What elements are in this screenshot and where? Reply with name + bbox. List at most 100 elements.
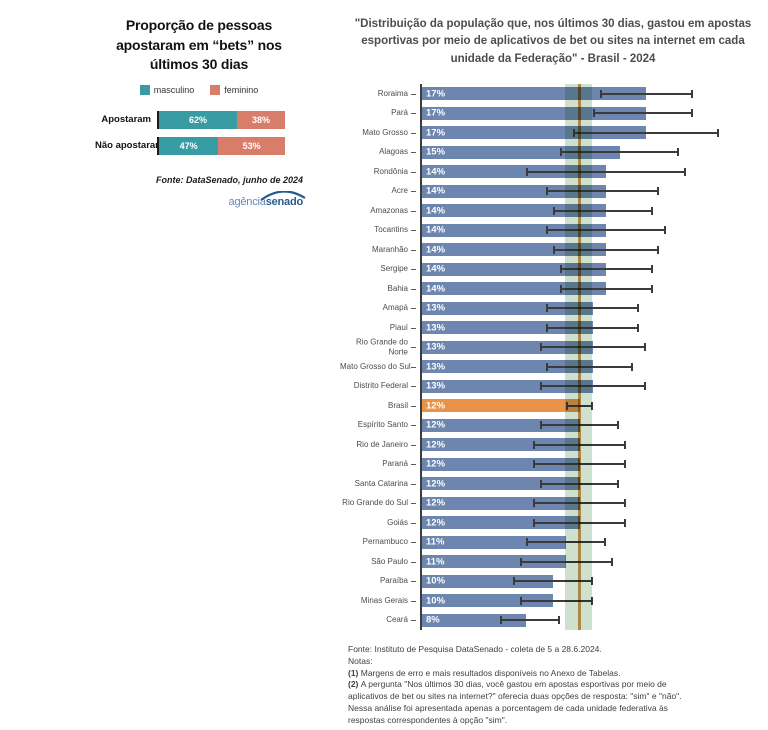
uf-label: Rio de Janeiro (356, 439, 408, 449)
error-bar (546, 304, 640, 312)
error-bar (559, 284, 653, 293)
uf-value-label: 13% (426, 302, 446, 314)
footer-source: Fonte: Instituto de Pesquisa DataSenado … (348, 643, 602, 654)
uf-row: Santa Catarina 12% (340, 474, 766, 494)
masculino-segment: 47% (159, 136, 219, 155)
uf-value-label: 14% (426, 244, 446, 255)
axis-tick (411, 93, 416, 95)
uf-label: Sergipe (380, 264, 408, 274)
note-text: Margens de erro e mais resultados dispon… (360, 667, 621, 678)
uf-row: Espírito Santo 12% (340, 415, 766, 435)
left-source: Fonte: DataSenado, junho de 2024 (155, 174, 303, 185)
stacked-bar: 47% 53% (157, 136, 285, 155)
masculino-swatch-icon (139, 84, 150, 95)
uf-label: Alagoas (379, 147, 408, 157)
brasil-bar (420, 399, 580, 412)
uf-label: São Paulo (371, 556, 408, 566)
footer-note-1: (1) Margens de erro e mais resultados di… (348, 668, 693, 680)
error-bar (599, 89, 693, 98)
axis-tick (411, 522, 416, 524)
uf-label: Minas Gerais (360, 595, 408, 605)
masculino-segment: 62% (159, 110, 238, 129)
uf-row: Acre 14% (340, 181, 766, 201)
error-bar (546, 323, 640, 332)
uf-label: Mato Grosso do Sul (340, 361, 411, 371)
uf-row: Mato Grosso do Sul 13% (340, 357, 766, 377)
axis-tick (411, 230, 416, 231)
axis-tick (411, 542, 416, 543)
error-bar (519, 596, 593, 605)
axis-tick (411, 308, 416, 309)
stacked-bar-row: Não apostaram 47% 53% (95, 133, 303, 159)
axis-tick (411, 269, 416, 270)
axis-tick (411, 288, 416, 290)
uf-value-label: 15% (426, 146, 446, 158)
error-bar (513, 577, 593, 585)
uf-value-label: 11% (426, 556, 445, 567)
axis-tick (411, 483, 416, 485)
uf-value-label: 12% (426, 419, 446, 431)
uf-label: Amazonas (370, 205, 408, 215)
uf-value-label: 12% (426, 439, 446, 450)
uf-value-label: 11% (426, 536, 445, 548)
uf-value-label: 14% (426, 224, 446, 236)
error-bar (572, 128, 720, 137)
uf-bar (420, 613, 527, 627)
axis-tick (411, 347, 416, 348)
uf-row: Pernambuco 11% (340, 532, 766, 552)
uf-row: Paraná 12% (340, 454, 766, 474)
error-bar (546, 226, 667, 234)
error-bar (499, 616, 560, 624)
uf-row: Ceará 8% (340, 610, 766, 630)
uf-row: Bahia 14% (340, 279, 766, 299)
axis-tick (411, 171, 416, 173)
legend-item-masculino: masculino (139, 84, 195, 95)
stacked-bar: 62% 38% (157, 110, 285, 129)
uf-label: Paraíba (379, 576, 408, 586)
uf-row: Rio Grande do Norte 13% (340, 337, 766, 357)
brasil-reference-line (578, 83, 582, 630)
error-bar (553, 245, 660, 254)
category-label: Apostaram (101, 114, 151, 126)
feminino-segment: 53% (218, 136, 285, 155)
error-bar (592, 109, 693, 117)
uf-label: Maranhão (371, 244, 408, 254)
uf-value-label: 14% (426, 205, 446, 216)
error-bar (559, 148, 680, 156)
right-chart-title: "Distribuição da população que, nos últi… (354, 18, 752, 65)
uf-label: Piauí (389, 322, 408, 332)
left-legend: masculino feminino (95, 84, 303, 95)
legend-label: masculino (153, 84, 195, 95)
uf-label: Rio Grande do Sul (342, 498, 408, 508)
error-bar (539, 382, 647, 390)
axis-tick (411, 464, 416, 465)
uf-value-label: 17% (426, 127, 446, 138)
uf-value-label: 17% (426, 107, 446, 119)
uf-label: Roraima (377, 88, 408, 98)
axis-tick (411, 249, 416, 251)
axis-tick (411, 132, 416, 134)
axis-tick (411, 425, 416, 426)
feminino-segment: 38% (237, 110, 285, 129)
left-chart-title: Proporção de pessoas apostaram em “bets”… (116, 17, 282, 73)
uf-plot: Roraima 17% Pará 17% Mato Grosso 17% Alagoas 15… (340, 83, 766, 630)
uf-row: Goiás 12% (340, 513, 766, 533)
uf-label: Pernambuco (362, 537, 408, 547)
uf-label: Ceará (386, 615, 408, 625)
axis-tick (411, 210, 416, 212)
uf-row: Alagoas 15% (340, 142, 766, 162)
uf-label: Amapá (382, 303, 408, 313)
y-axis-line (420, 83, 422, 630)
uf-label: Pará (391, 108, 408, 118)
axis-tick (411, 191, 416, 192)
uf-value-label: 13% (426, 361, 446, 372)
uf-label: Brasil (387, 400, 408, 410)
footer-note-2: (2) A pergunta "Nos últimos 30 dias, voc… (348, 679, 693, 727)
uf-label: Tocantins (374, 225, 408, 235)
axis-tick (411, 581, 416, 582)
note-number: (2) (348, 679, 361, 690)
footer-notas-label: Notas: (348, 655, 373, 666)
footer-notes: (1) Margens de erro e mais resultados di… (348, 668, 693, 727)
category-label: Não apostaram (95, 140, 164, 152)
uf-label: Espírito Santo (357, 420, 408, 430)
